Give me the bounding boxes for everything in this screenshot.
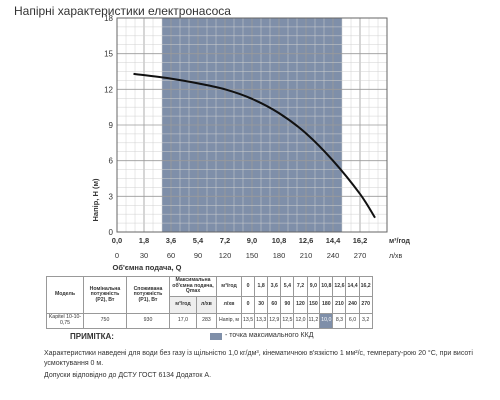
footnote-tolerances: Допуски відповідно до ДСТУ ГОСТ 6134 Дод…	[44, 372, 212, 379]
note-text: - точка максимального ККД	[225, 332, 314, 339]
flow-value: 9,0	[306, 275, 321, 298]
y-tick-label: 9	[109, 121, 114, 130]
spec-data-row: Kapitel 10-10-0,75 750 930 17,0 283 Напі…	[46, 313, 373, 329]
head-value: 11,2	[306, 313, 321, 329]
x-tick-label-lmin: 120	[219, 251, 232, 260]
x-tick-label-lmin: 270	[354, 251, 367, 260]
x-tick-label-lmin: 210	[300, 251, 313, 260]
flow-value: 3,6	[267, 275, 282, 298]
flow-value: 7,2	[293, 275, 308, 298]
flow-value: 10,8	[319, 275, 334, 298]
x-tick-label-m3: 3,6	[166, 236, 176, 245]
x-tick-label-lmin: 60	[167, 251, 175, 260]
flow-value-lmin: 30	[254, 296, 269, 315]
flow-value: 1,8	[254, 275, 269, 298]
spec-subheader-row: м³/год л/хв л/хв 0 30 60 90 120 150 180 …	[47, 296, 373, 315]
y-tick-label: 0	[109, 228, 114, 237]
footnote-conditions: Характеристики наведені для води без газ…	[44, 350, 473, 367]
x-tick-label-m3: 5,4	[193, 236, 204, 245]
head-value: 12,0	[293, 313, 308, 329]
x-tick-label-m3: 16,2	[353, 236, 368, 245]
x-tick-label-lmin: 90	[194, 251, 202, 260]
x-unit-m3: м³/год	[389, 238, 410, 245]
col-model: Модель	[46, 275, 84, 315]
head-value: 13,5	[240, 313, 256, 329]
chart-axes: 0 3 6 9 12 15 18 0,0 1,8 3,6 5,4 7,2 9,0 10,8 12,6 14,4…	[91, 14, 410, 272]
y-tick-label: 18	[104, 14, 113, 23]
pump-head-chart: 0 3 6 9 12 15 18 0,0 1,8 3,6 5,4 7,2 9,0 10,8 12,6 14,4…	[91, 14, 410, 272]
x-tick-label-lmin: 0	[115, 251, 119, 260]
head-curve	[133, 72, 376, 219]
x-tick-label-m3: 14,4	[326, 236, 341, 245]
model-name: Kapitel 10-10-0,75	[46, 313, 84, 329]
x-tick-label-lmin: 180	[273, 251, 286, 260]
max-efficiency-swatch	[210, 333, 222, 340]
spec-header-row: Модель Номінальна потужність (P2), Вт Сп…	[46, 275, 373, 315]
y-axis-label: Напір, Н (м)	[91, 178, 100, 221]
flow-value-lmin: 210	[332, 296, 347, 315]
flow-value-lmin: 240	[345, 296, 360, 315]
y-tick-label: 12	[104, 85, 113, 94]
flow-value-lmin: 90	[280, 296, 295, 315]
x-tick-label-m3: 12,6	[299, 236, 314, 245]
page-title: Напірні характеристики електронасоса	[14, 4, 231, 18]
plot-frame	[116, 17, 388, 233]
note-label: ПРИМІТКА:	[70, 332, 114, 341]
spec-table: Модель Номінальна потужність (P2), Вт Сп…	[46, 275, 373, 329]
col-qmax: Максимальна об'ємна подача, Qmax	[169, 275, 217, 298]
flow-value-lmin: 180	[319, 296, 334, 315]
col-p1: Споживана потужність (P1), Вт	[126, 275, 170, 315]
head-value: 6,0	[345, 313, 360, 329]
flow-value: 16,2	[358, 275, 373, 298]
flow-value: 12,6	[332, 275, 347, 298]
flow-value: 14,4	[345, 275, 360, 298]
qmax-m3-value: 17,0	[169, 313, 197, 329]
flow-value: 0	[240, 275, 256, 298]
col-p2: Номінальна потужність (P2), Вт	[83, 275, 127, 315]
head-value-max-efficiency: 10,0	[319, 313, 334, 329]
y-tick-label: 6	[109, 157, 114, 166]
x-tick-label-lmin: 150	[246, 251, 259, 260]
flow-value-lmin: 270	[358, 296, 373, 315]
x-tick-label-lmin: 30	[140, 251, 148, 260]
head-value: 12,5	[280, 313, 295, 329]
chart-grid	[116, 17, 388, 233]
col-flow-unit-m3: м³/год	[216, 275, 242, 298]
x-tick-label-m3: 7,2	[220, 236, 230, 245]
flow-value-lmin: 120	[293, 296, 308, 315]
flow-value: 5,4	[280, 275, 295, 298]
qmax-unit-lmin: л/хв	[195, 296, 218, 315]
head-curve-line	[133, 72, 376, 219]
flow-value-lmin: 60	[267, 296, 282, 315]
p2-value: 750	[83, 313, 127, 329]
flow-value-lmin: 0	[240, 296, 256, 315]
x-tick-label-lmin: 240	[327, 251, 340, 260]
y-tick-label: 15	[104, 50, 113, 59]
head-value: 13,3	[254, 313, 269, 329]
x-tick-label-m3: 1,8	[139, 236, 149, 245]
x-tick-label-m3: 10,8	[272, 236, 287, 245]
x-tick-label-m3: 0,0	[112, 236, 122, 245]
y-tick-label: 3	[109, 192, 114, 201]
x-unit-lmin: л/хв	[389, 253, 403, 260]
col-flow-unit-lmin: л/хв	[216, 296, 242, 315]
qmax-unit-m3: м³/год	[169, 296, 197, 315]
head-value: 12,9	[267, 313, 282, 329]
head-value: 3,2	[358, 313, 373, 329]
x-axis-label: Об'ємна подача, Q	[112, 263, 181, 272]
p1-value: 930	[126, 313, 170, 329]
head-value: 8,3	[332, 313, 347, 329]
x-tick-label-m3: 9,0	[247, 236, 257, 245]
flow-value-lmin: 150	[306, 296, 321, 315]
qmax-lmin-value: 283	[195, 313, 218, 329]
head-label: Напір, м	[216, 313, 242, 329]
